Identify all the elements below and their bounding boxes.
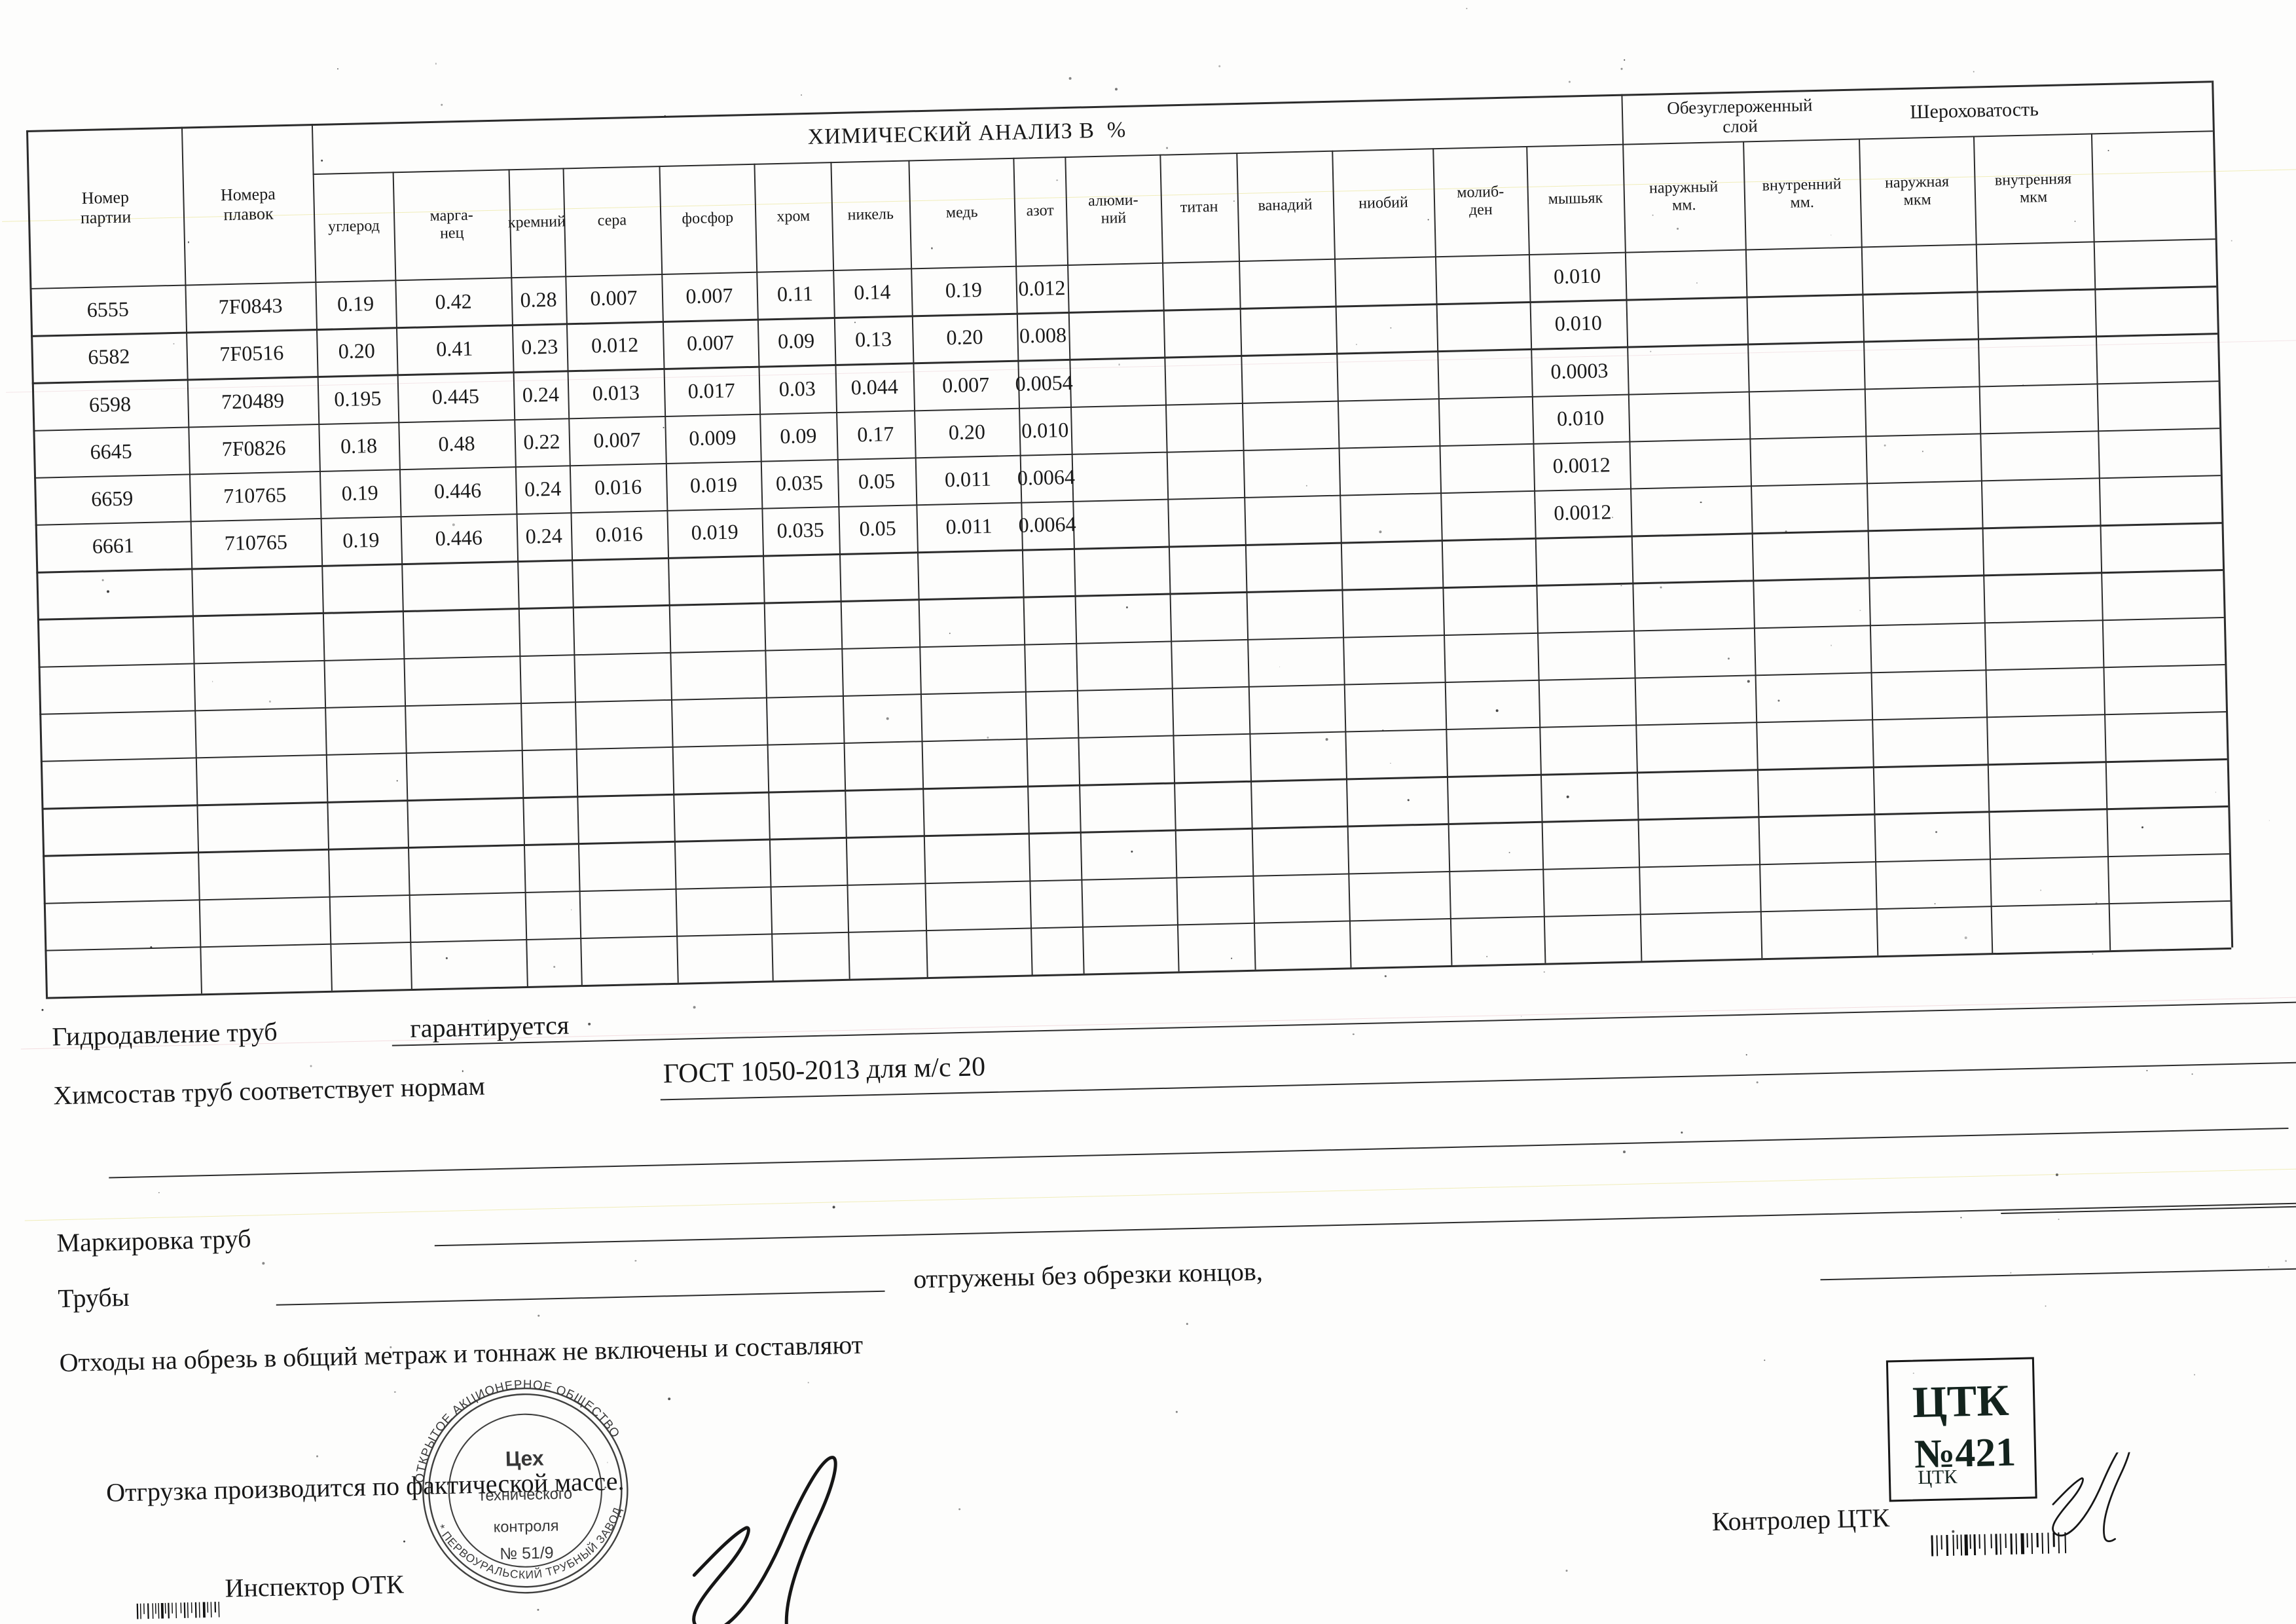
svg-text:№ 51/9: № 51/9 [500,1543,554,1563]
svg-text:технического: технического [479,1485,573,1504]
svg-text:Цех: Цех [505,1446,544,1470]
svg-text:контроля: контроля [493,1517,558,1536]
svg-text:ЦТК: ЦТК [1912,1375,2009,1427]
svg-text:ЦТК: ЦТК [1918,1466,1958,1488]
